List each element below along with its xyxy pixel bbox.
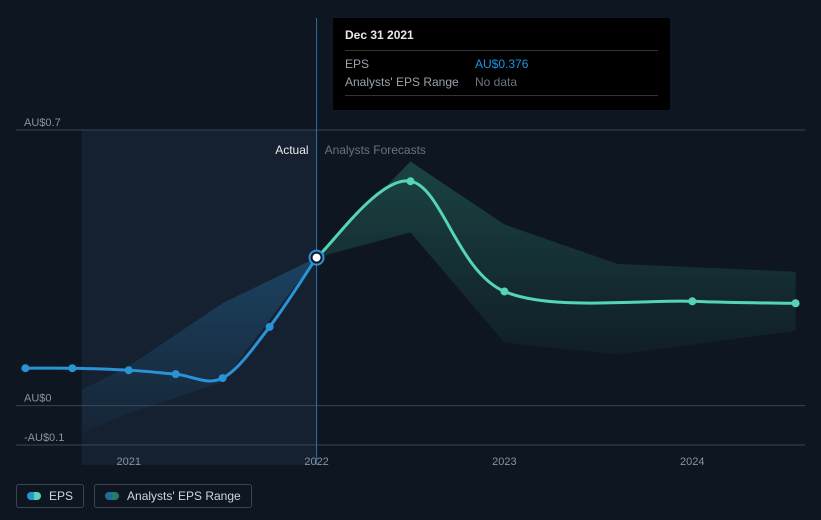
- eps-marker[interactable]: [21, 364, 29, 372]
- x-axis-label: 2021: [116, 456, 140, 468]
- eps-marker[interactable]: [688, 297, 696, 305]
- tooltip-date: Dec 31 2021: [345, 28, 658, 42]
- legend-swatch-icon: [27, 492, 41, 500]
- eps-marker[interactable]: [792, 299, 800, 307]
- tooltip-row-label: EPS: [345, 57, 475, 71]
- section-label-actual: Actual: [275, 143, 308, 157]
- x-axis-label: 2024: [680, 456, 704, 468]
- y-axis-label: -AU$0.1: [24, 432, 64, 444]
- legend-swatch-icon: [105, 492, 119, 500]
- eps-marker[interactable]: [172, 370, 180, 378]
- legend-label: EPS: [49, 489, 73, 503]
- eps-marker[interactable]: [266, 323, 274, 331]
- tooltip-row-value: No data: [475, 75, 658, 89]
- tooltip-row-label: Analysts' EPS Range: [345, 75, 475, 89]
- tooltip-row-value: AU$0.376: [475, 57, 658, 71]
- y-axis-label: AU$0: [24, 393, 52, 405]
- legend-item[interactable]: EPS: [16, 484, 84, 508]
- eps-forecast-chart: AU$0.7AU$0-AU$0.12021202220232024ActualA…: [0, 0, 821, 520]
- eps-marker[interactable]: [68, 364, 76, 372]
- tooltip-row-eps: EPS AU$0.376: [345, 55, 658, 73]
- tooltip-row-range: Analysts' EPS Range No data: [345, 73, 658, 91]
- eps-marker[interactable]: [219, 374, 227, 382]
- eps-marker[interactable]: [500, 287, 508, 295]
- legend-item[interactable]: Analysts' EPS Range: [94, 484, 252, 508]
- y-axis-label: AU$0.7: [24, 117, 61, 129]
- chart-legend: EPS Analysts' EPS Range: [16, 484, 252, 508]
- eps-marker[interactable]: [407, 177, 415, 185]
- chart-tooltip: Dec 31 2021 EPS AU$0.376 Analysts' EPS R…: [333, 18, 670, 110]
- eps-marker-highlight-inner: [313, 254, 321, 262]
- eps-marker[interactable]: [125, 366, 133, 374]
- x-axis-label: 2023: [492, 456, 516, 468]
- legend-label: Analysts' EPS Range: [127, 489, 241, 503]
- section-label-forecast: Analysts Forecasts: [325, 143, 426, 157]
